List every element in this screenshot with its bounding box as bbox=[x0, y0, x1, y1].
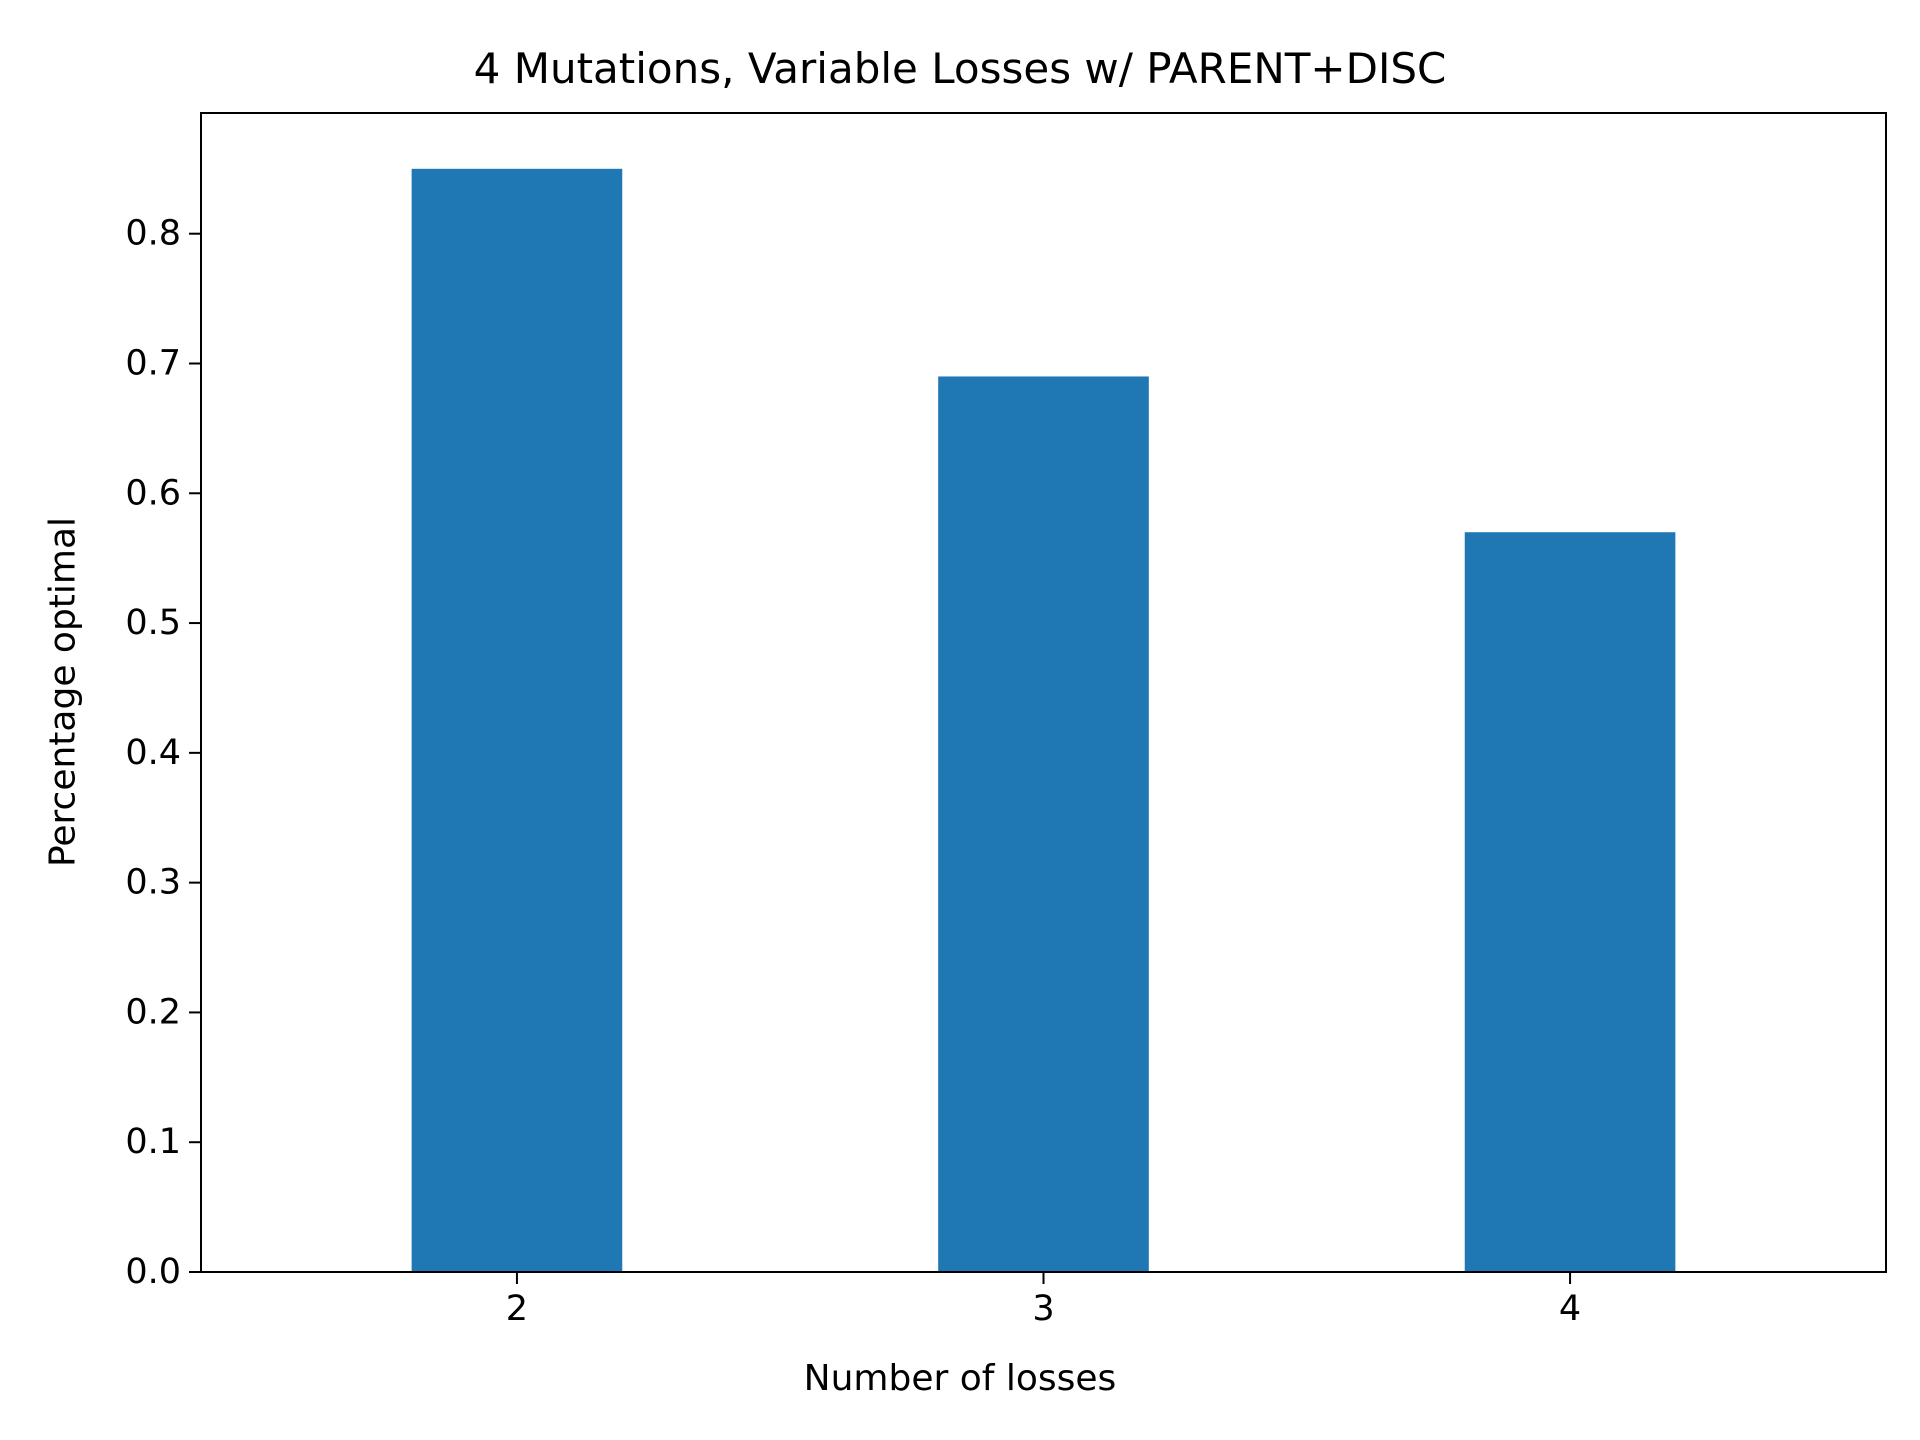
y-axis-label: Percentage optimal bbox=[42, 516, 84, 868]
y-tick-label: 0.0 bbox=[125, 1252, 181, 1292]
y-tick-label: 0.6 bbox=[125, 473, 181, 513]
x-tick-label: 2 bbox=[506, 1289, 528, 1329]
y-tick-label: 0.4 bbox=[125, 733, 181, 773]
bar-2 bbox=[411, 168, 623, 1273]
x-tick-label: 4 bbox=[1559, 1289, 1581, 1329]
bar-3 bbox=[938, 376, 1149, 1272]
x-axis: 2 3 4 bbox=[506, 1272, 1581, 1329]
y-tick-label: 0.2 bbox=[125, 992, 181, 1032]
y-tick-label: 0.5 bbox=[125, 603, 181, 643]
chart-title: 4 Mutations, Variable Losses w/ PARENT+D… bbox=[473, 44, 1447, 93]
y-tick-label: 0.7 bbox=[125, 343, 181, 383]
y-tick-label: 0.8 bbox=[125, 214, 181, 254]
y-axis: 0.0 0.1 0.2 0.3 0.4 0.5 0.6 0.7 0.8 bbox=[125, 214, 201, 1292]
x-axis-label: Number of losses bbox=[803, 1358, 1117, 1399]
bar-4 bbox=[1464, 532, 1676, 1272]
y-tick-label: 0.3 bbox=[125, 863, 181, 903]
x-tick-label: 3 bbox=[1032, 1289, 1054, 1329]
plot-frame bbox=[200, 112, 1887, 1273]
bars-layer bbox=[411, 168, 1676, 1273]
y-tick-label: 0.1 bbox=[125, 1122, 181, 1162]
